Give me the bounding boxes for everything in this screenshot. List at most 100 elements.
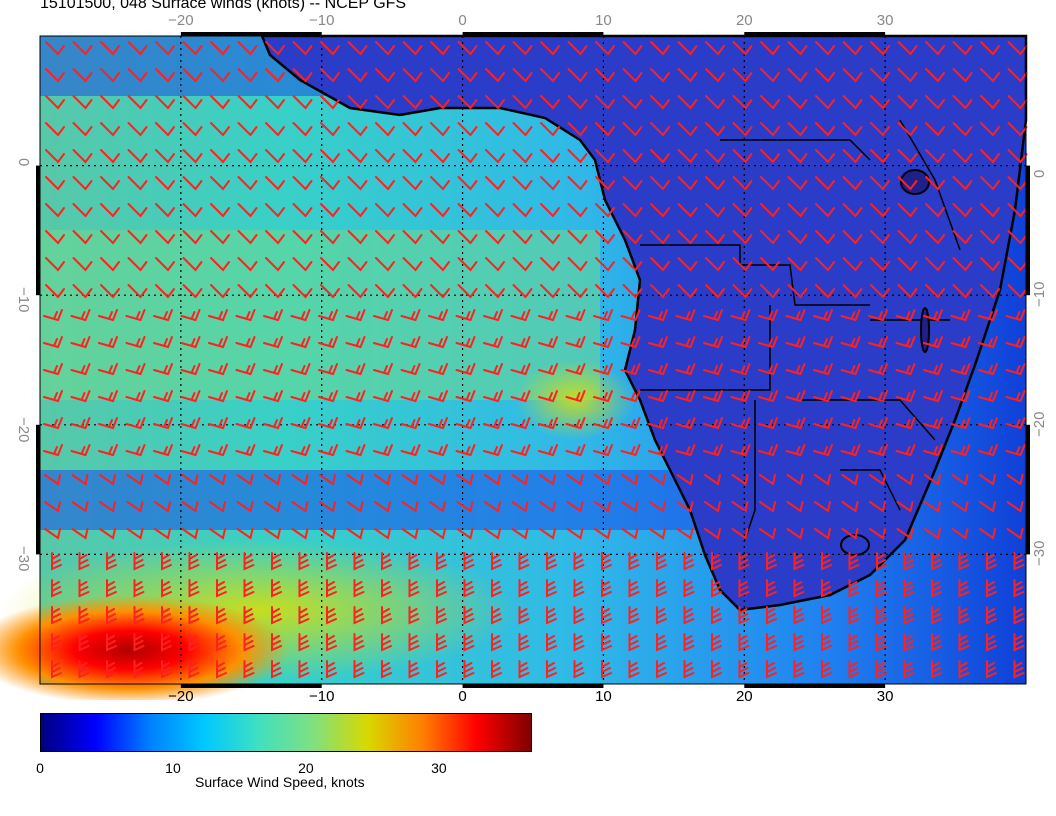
wind-barb (428, 363, 448, 376)
wind-barb (815, 68, 835, 83)
wind-barb (897, 68, 918, 83)
wind-barb (650, 284, 670, 299)
wind-barb (656, 633, 667, 652)
wind-barb (353, 606, 365, 625)
wind-barb (126, 528, 144, 540)
wind-barb (271, 606, 282, 625)
wind-barb (595, 95, 615, 110)
wind-barb (318, 363, 338, 376)
wind-barb (510, 363, 531, 376)
wind-barb (100, 122, 120, 137)
wind-barb (593, 309, 613, 322)
wind-barb (264, 474, 281, 486)
wind-barb (567, 41, 588, 56)
wind-barb (237, 95, 258, 110)
wind-barb (346, 501, 364, 513)
wind-barb (292, 203, 313, 218)
wind-barb (593, 417, 613, 430)
wind-barb (235, 309, 256, 322)
wind-barb (155, 122, 175, 137)
wind-barb (903, 633, 915, 652)
wind-barb (216, 606, 227, 625)
wind-barb (236, 528, 254, 540)
wind-barb (787, 41, 808, 56)
wind-barb (298, 606, 310, 625)
wind-barb (842, 230, 863, 245)
wind-barb (903, 606, 915, 625)
wind-barb (78, 606, 90, 625)
wind-barb (980, 41, 1000, 56)
wind-barb (951, 501, 969, 513)
wind-barb (271, 633, 282, 652)
wind-barb (491, 552, 502, 571)
wind-barb (153, 363, 173, 376)
wind-barb (870, 68, 890, 83)
wind-barb (456, 501, 474, 513)
wind-barb (840, 363, 861, 376)
wind-barb (326, 579, 337, 598)
wind-barb (511, 474, 529, 486)
wind-barb (650, 41, 670, 56)
wind-barb (821, 633, 832, 652)
wind-barb (100, 68, 120, 83)
wind-barb (45, 284, 65, 299)
wind-barb (840, 309, 861, 322)
wind-barb (821, 606, 832, 625)
wind-barb (127, 203, 148, 218)
wind-barb (732, 176, 753, 191)
wind-barb (347, 122, 368, 137)
wind-barb (455, 309, 476, 322)
wind-barb (677, 203, 698, 218)
wind-barb (1007, 149, 1028, 164)
wind-barb (345, 309, 366, 322)
wind-barb (897, 176, 918, 191)
wind-barb (320, 203, 340, 218)
wind-barb (620, 390, 641, 403)
wind-barb (870, 176, 890, 191)
wind-barb (133, 660, 145, 679)
wind-barb (457, 41, 478, 56)
trade-wind-band (40, 230, 600, 400)
wind-barb (595, 41, 615, 56)
wind-barb (483, 309, 503, 322)
wind-barb (1005, 444, 1026, 457)
wind-barb (44, 528, 61, 540)
wind-barb (512, 203, 533, 218)
wind-barb (923, 417, 943, 430)
wind-barb (650, 95, 670, 110)
wind-barb (732, 95, 753, 110)
wind-barb (181, 474, 199, 486)
wind-barb (243, 552, 255, 571)
wind-barb (923, 363, 943, 376)
wind-barb (925, 176, 945, 191)
wind-barb (903, 579, 915, 598)
wind-barb (1005, 363, 1026, 376)
wind-barb (127, 230, 148, 245)
wind-barb (161, 660, 172, 679)
wind-barb (675, 309, 696, 322)
wind-barb (813, 336, 833, 349)
wind-barb (44, 474, 61, 486)
wind-barb (375, 41, 395, 56)
wind-barb (106, 633, 117, 652)
wind-barb (705, 68, 725, 83)
wind-barb (677, 122, 698, 137)
wind-barb (840, 417, 861, 430)
wind-barb (45, 176, 65, 191)
wind-barb (595, 284, 615, 299)
wind-barb (848, 633, 860, 652)
wind-barb (155, 41, 175, 56)
wind-barb (766, 633, 777, 652)
wind-barb (402, 95, 423, 110)
wind-barb (620, 336, 641, 349)
wind-barb (593, 390, 613, 403)
wind-barb (923, 309, 943, 322)
wind-map (0, 32, 1030, 700)
axis-tick-bars (36, 32, 1030, 688)
wind-barb (656, 606, 667, 625)
wind-barb (45, 203, 65, 218)
wind-barb (704, 501, 721, 513)
wind-barb (677, 257, 698, 272)
wind-barb (235, 336, 256, 349)
wind-barb (428, 390, 448, 403)
